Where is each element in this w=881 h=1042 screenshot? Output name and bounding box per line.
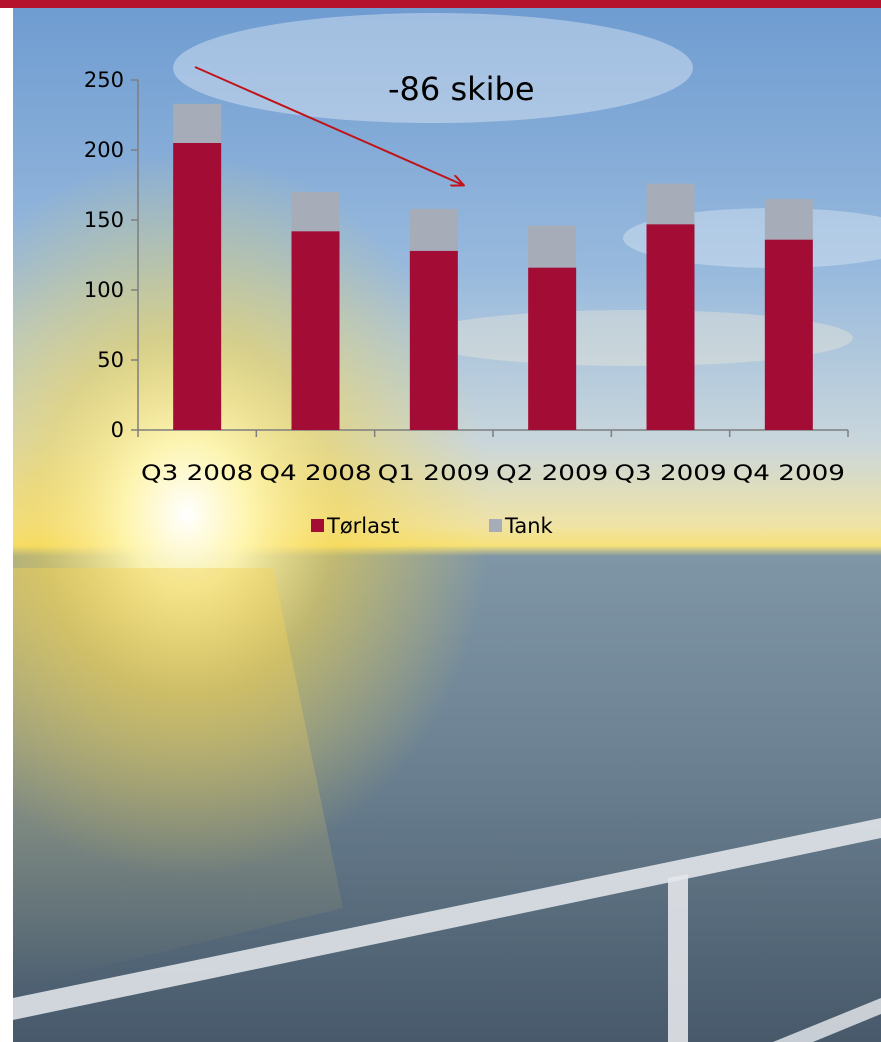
bar-torlast	[409, 250, 458, 430]
legend: Tørlast Tank	[311, 514, 554, 538]
trend-arrow	[194, 66, 463, 185]
x-tick-label: Q2 2009	[496, 461, 608, 485]
bar-torlast	[173, 143, 222, 430]
bar-tank	[764, 199, 813, 240]
x-tick-label: Q3 2008	[141, 461, 253, 485]
legend-label-torlast: Tørlast	[326, 514, 399, 538]
y-tick-label: 200	[84, 138, 124, 162]
x-axis: Q3 2008 Q4 2008 Q1 2009 Q2 2009 Q3 2009 Q4 20…	[137, 429, 849, 485]
x-tick-label: Q4 2009	[733, 461, 845, 485]
annotation-label: -86 skibe	[388, 70, 535, 108]
x-tick-label: Q3 2009	[614, 461, 726, 485]
legend-swatch-torlast	[311, 519, 324, 532]
top-accent-bar	[0, 0, 881, 8]
bar-torlast	[764, 239, 813, 430]
bars	[173, 103, 813, 430]
x-tick-label: Q4 2008	[259, 461, 371, 485]
y-tick-label: 250	[84, 68, 124, 92]
y-tick-label: 0	[111, 418, 124, 442]
x-tick-label: Q1 2009	[378, 461, 490, 485]
y-tick-label: 150	[84, 208, 124, 232]
bar-tank	[646, 183, 695, 225]
bar-tank	[528, 225, 577, 268]
bar-torlast	[528, 267, 577, 430]
bar-torlast	[291, 231, 340, 430]
bar-torlast	[646, 224, 695, 430]
bar-tank	[173, 103, 222, 143]
legend-swatch-tank	[489, 519, 502, 532]
legend-label-tank: Tank	[504, 514, 554, 538]
bar-tank	[409, 208, 458, 251]
annotation: -86 skibe	[194, 66, 535, 185]
ocean-sunset-background	[13, 8, 881, 1042]
y-tick-label: 100	[84, 278, 124, 302]
y-tick-label: 50	[97, 348, 124, 372]
bar-tank	[291, 192, 340, 232]
y-axis: 0 50 100 150 200 250	[84, 68, 139, 442]
